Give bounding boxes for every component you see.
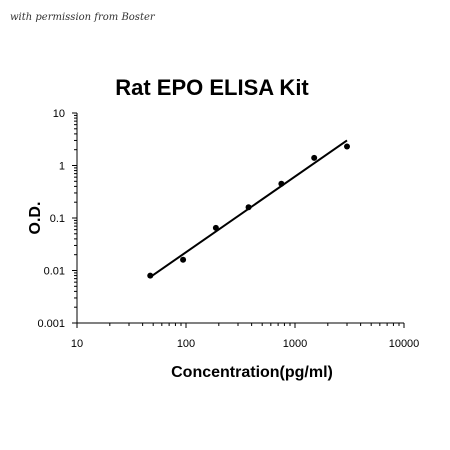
- chart-title: Rat EPO ELISA Kit: [115, 75, 309, 100]
- data-point: [212, 224, 219, 231]
- x-tick-label: 10000: [389, 338, 420, 350]
- data-point: [311, 154, 318, 161]
- x-tick-label: 100: [177, 338, 195, 350]
- x-axis-label: Concentration(pg/ml): [171, 364, 333, 381]
- x-tick-label: 10: [71, 338, 83, 350]
- data-point: [147, 272, 154, 279]
- data-point: [344, 143, 351, 150]
- data-point: [278, 180, 285, 187]
- y-tick-label: 10: [53, 108, 65, 120]
- data-point: [245, 204, 252, 211]
- axes: 10 100 1000 10000 0.001 0.01 0.1 1 10: [37, 108, 419, 350]
- data-point: [180, 256, 187, 263]
- x-tick-label: 1000: [283, 338, 307, 350]
- points-layer: [147, 143, 351, 279]
- y-tick-label: 1: [59, 161, 65, 173]
- y-tick-label: 0.1: [50, 213, 65, 225]
- y-tick-label: 0.001: [37, 318, 65, 330]
- y-tick-label: 0.01: [44, 266, 65, 278]
- watermark-text: with permission from Boster: [10, 12, 156, 23]
- y-axis-label: O.D.: [27, 202, 44, 235]
